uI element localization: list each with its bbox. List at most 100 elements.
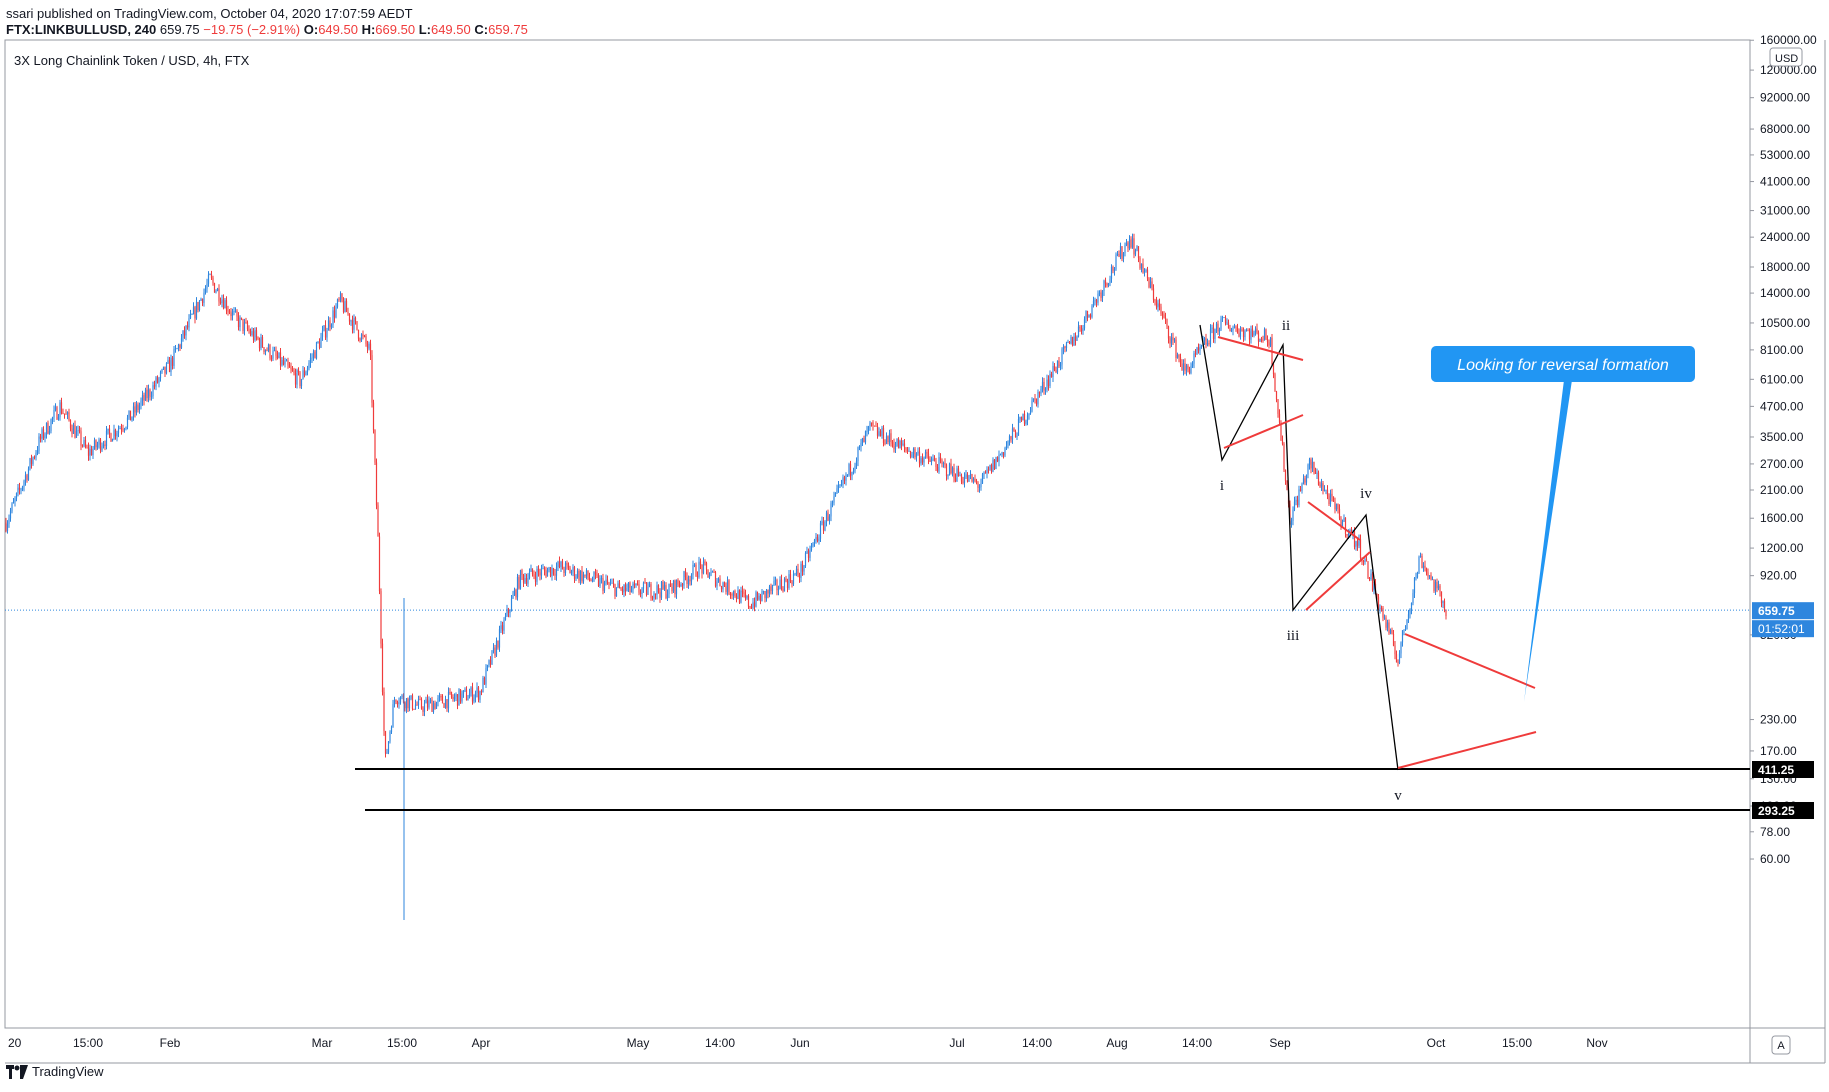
candle-body xyxy=(815,537,817,540)
candle-body xyxy=(171,357,174,366)
candle-body xyxy=(849,464,852,476)
candle-body xyxy=(890,433,892,442)
candle-body xyxy=(1146,269,1149,279)
candle-body xyxy=(942,463,945,464)
candle-body xyxy=(311,357,313,359)
candle-body xyxy=(123,428,126,430)
candle-body xyxy=(491,650,493,665)
candle-body xyxy=(948,463,951,476)
candle-body xyxy=(386,752,388,754)
candle-body xyxy=(1253,332,1255,336)
candle-body xyxy=(855,461,858,466)
candle-body xyxy=(968,475,970,482)
candle-body xyxy=(312,351,315,358)
candle-body xyxy=(1052,366,1054,378)
candle-body xyxy=(627,582,630,588)
candle-body xyxy=(1106,283,1108,286)
candle-body xyxy=(450,692,453,698)
candle-body xyxy=(1112,267,1114,271)
candle-body xyxy=(848,464,850,475)
candle-body xyxy=(698,561,700,578)
candle-body xyxy=(356,321,358,330)
candle-body xyxy=(713,571,715,573)
candle-body xyxy=(225,300,228,311)
candle-body xyxy=(1206,343,1209,345)
low-value: 649.50 xyxy=(430,22,471,37)
candle-body xyxy=(1335,503,1338,510)
candle-body xyxy=(897,438,900,449)
candle-body xyxy=(516,577,519,598)
candle-body xyxy=(1136,246,1138,251)
y-tick-label: 8100.00 xyxy=(1760,343,1804,357)
candle-body xyxy=(81,445,84,447)
candle-body xyxy=(1233,326,1236,328)
candle-body xyxy=(330,324,333,328)
candle-body xyxy=(872,422,874,426)
candle-body xyxy=(479,691,481,700)
countdown-label: 01:52:01 xyxy=(1758,622,1805,636)
candle-body xyxy=(360,334,363,341)
axis-mode-label: A xyxy=(1777,1040,1785,1052)
candle-body xyxy=(837,485,840,489)
candle-body xyxy=(540,568,543,576)
candle-body xyxy=(1002,452,1005,456)
x-tick-label: Aug xyxy=(1106,1036,1127,1050)
candle-body xyxy=(53,410,55,418)
candle-body xyxy=(875,425,877,427)
candle-body xyxy=(1341,521,1344,527)
candle-body xyxy=(245,322,247,323)
candle-body xyxy=(557,561,559,568)
candle-body xyxy=(938,457,940,472)
candle-body xyxy=(27,468,30,480)
candle-body xyxy=(600,578,603,580)
candle-body xyxy=(708,575,711,578)
candle-body xyxy=(303,370,306,376)
candle-body xyxy=(1080,328,1083,332)
candle-body xyxy=(1193,353,1195,364)
candle-body xyxy=(393,699,396,705)
candle-body xyxy=(1296,499,1299,506)
candle-body xyxy=(822,521,825,531)
candle-body xyxy=(468,693,471,699)
candle-body xyxy=(903,443,906,448)
candle-body xyxy=(404,702,406,709)
candle-body xyxy=(42,429,45,439)
candle-body xyxy=(1079,326,1081,329)
candle-body xyxy=(8,518,10,524)
candle-body xyxy=(17,487,19,494)
y-tick-label: 18000.00 xyxy=(1760,260,1810,274)
candle-body xyxy=(1064,346,1066,349)
candle-body xyxy=(1247,330,1249,332)
candle-body xyxy=(318,342,321,348)
candle-body xyxy=(704,561,706,563)
candle-body xyxy=(1301,483,1303,491)
wave-label-v: v xyxy=(1394,788,1402,804)
y-tick-label: 2700.00 xyxy=(1760,457,1804,471)
last-price-box xyxy=(1752,602,1814,620)
symbol-label[interactable]: FTX:LINKBULLUSD, 240 xyxy=(6,22,157,37)
candle-body xyxy=(743,592,745,594)
candle-body xyxy=(803,566,805,572)
candle-body xyxy=(1257,332,1260,342)
candle-body xyxy=(95,440,97,448)
candle-body xyxy=(1238,333,1240,337)
candle-body xyxy=(327,320,330,331)
candle-body xyxy=(1439,585,1441,592)
candle-body xyxy=(258,339,261,349)
candle-body xyxy=(1083,319,1086,329)
candle-body xyxy=(789,574,792,582)
candle-body xyxy=(273,350,276,352)
candle-body xyxy=(291,368,294,371)
candle-body xyxy=(1205,338,1207,345)
candle-body xyxy=(969,474,972,476)
candle-body xyxy=(572,567,574,572)
candle-body xyxy=(1358,539,1360,546)
candle-body xyxy=(497,640,499,648)
candle-body xyxy=(528,571,531,578)
x-tick-label: 14:00 xyxy=(1022,1036,1052,1050)
candle-body xyxy=(1077,326,1080,337)
candle-body xyxy=(921,458,924,463)
candle-body xyxy=(377,505,379,537)
candle-body xyxy=(1067,342,1069,343)
